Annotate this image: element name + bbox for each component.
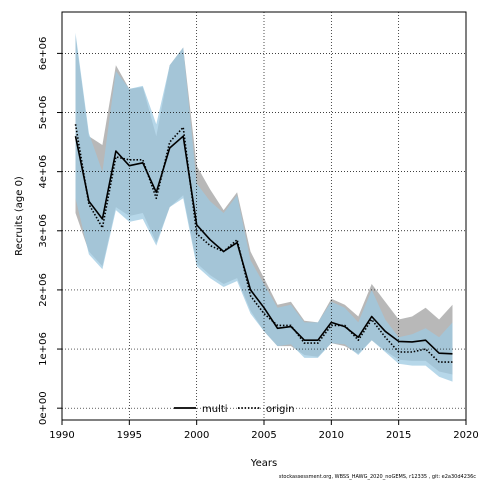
x-axis: 1990 1995 2000 2005 2010 2015 2020: [49, 420, 479, 441]
y-tick-label: 2e+06: [38, 273, 49, 307]
series-line-origin: [74, 124, 453, 363]
confidence-bands: [75, 32, 453, 382]
series-lines: [74, 124, 453, 363]
band-origin: [75, 32, 453, 382]
x-tick-label: 2000: [184, 430, 209, 441]
footer-note: stockassessment.org, WBSS_HAWG_2020_noGE…: [279, 474, 476, 480]
y-tick-label: 6e+06: [38, 37, 49, 71]
y-axis-title: Recruits (age 0): [14, 176, 25, 256]
y-tick-label: 4e+06: [38, 155, 49, 189]
x-tick-label: 1990: [49, 430, 74, 441]
y-tick-label: 5e+06: [38, 96, 49, 130]
x-tick-label: 2010: [319, 430, 344, 441]
x-tick-label: 2005: [251, 430, 276, 441]
x-tick-label: 2015: [386, 430, 411, 441]
legend-label-multi: multi: [202, 404, 228, 415]
grid-lines: [62, 12, 466, 420]
y-tick-label: 0e+00: [38, 391, 49, 425]
x-tick-label: 1995: [117, 430, 142, 441]
legend: multi origin: [174, 404, 294, 415]
y-axis: 0e+00 1e+06 2e+06 3e+06 4e+06 5e+06 6e+06: [38, 37, 62, 425]
series-line-multi: [74, 135, 453, 355]
x-tick-label: 2020: [453, 430, 478, 441]
legend-label-origin: origin: [266, 404, 294, 415]
x-axis-title: Years: [250, 458, 277, 469]
y-tick-label: 3e+06: [38, 214, 49, 248]
y-tick-label: 1e+06: [38, 332, 49, 366]
